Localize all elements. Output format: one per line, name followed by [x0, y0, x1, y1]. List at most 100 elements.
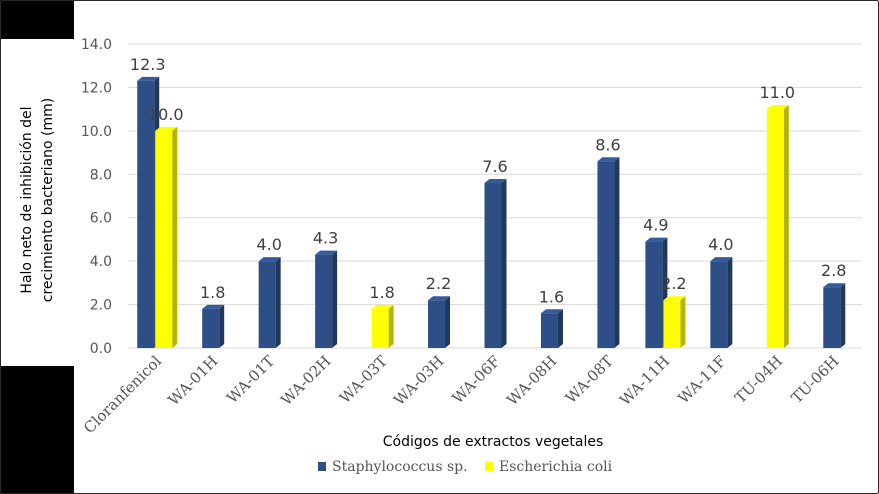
- bar-side: [172, 126, 178, 348]
- y-tick-label: 12.0: [81, 80, 112, 96]
- data-label: 8.6: [595, 135, 620, 154]
- bar-side: [783, 105, 789, 349]
- y-tick-label: 8.0: [90, 167, 112, 183]
- bar-staphylococcus-wa-08h: [540, 309, 563, 348]
- bar-top: [766, 105, 789, 110]
- category-label: WA-03H: [390, 352, 447, 409]
- category-label: WA-02H: [277, 352, 334, 409]
- data-label: 4.9: [643, 216, 668, 235]
- bar-top: [710, 257, 733, 262]
- bar-front: [645, 241, 663, 348]
- data-label: 1.8: [369, 283, 394, 302]
- bar-front: [766, 109, 784, 349]
- corner-block-top-left: [0, 0, 74, 39]
- data-label: 2.2: [661, 274, 686, 293]
- data-label: 4.0: [708, 235, 733, 254]
- y-axis-ticks: 0.0 2.0 4.0 6.0 8.0 10.0 12.0 14.0: [81, 37, 112, 357]
- bar-side: [557, 309, 563, 348]
- bar-side: [388, 304, 394, 348]
- bar-staphylococcus-wa-01h: [202, 304, 225, 348]
- data-label: 2.2: [426, 274, 451, 293]
- bar-side: [219, 304, 225, 348]
- data-label: 7.6: [482, 157, 507, 176]
- category-label: WA-01H: [164, 352, 221, 409]
- y-tick-label: 14.0: [81, 37, 112, 53]
- bar-escherichia-wa-11h: [663, 296, 686, 348]
- legend-label: Escherichia coli: [499, 459, 613, 475]
- bar-front: [823, 287, 841, 348]
- category-label: WA-03T: [336, 352, 391, 407]
- bar-side: [332, 250, 338, 348]
- bar-side: [614, 157, 620, 348]
- category-label: WA-01T: [223, 352, 278, 407]
- bar-top: [137, 76, 160, 81]
- bar-side: [501, 178, 507, 348]
- bar-top: [540, 309, 563, 314]
- bar-escherichia-cloranfenicol: [155, 126, 178, 348]
- bar-staphylococcus-wa-03h: [428, 296, 451, 348]
- legend-swatch: [318, 462, 326, 471]
- data-label: 11.0: [759, 83, 795, 102]
- bar-top: [484, 178, 507, 183]
- category-label: WA-11F: [674, 352, 729, 407]
- bar-staphylococcus-wa-02h: [315, 250, 338, 348]
- data-label: 12.3: [130, 55, 166, 74]
- bar-staphylococcus-wa-01t: [258, 257, 281, 348]
- y-tick-label: 0.0: [90, 341, 112, 357]
- bar-staphylococcus-wa-08t: [597, 157, 620, 348]
- bars: [137, 76, 846, 349]
- y-axis-title-line-1: Halo neto de inhibición del: [19, 106, 35, 293]
- y-axis-title: Halo neto de inhibición del crecimiento …: [19, 98, 56, 302]
- category-label: WA-11H: [616, 352, 673, 409]
- data-label: 10.0: [148, 105, 184, 124]
- y-tick-label: 2.0: [90, 298, 112, 314]
- legend-swatch: [485, 462, 493, 471]
- bar-staphylococcus-wa-11f: [710, 257, 733, 348]
- bar-front: [258, 261, 276, 348]
- category-label: TU-06H: [788, 352, 843, 407]
- bar-side: [275, 257, 281, 348]
- bar-top: [155, 126, 178, 131]
- bar-front: [540, 313, 558, 348]
- side-block-left-bottom: [0, 366, 74, 494]
- bar-front: [663, 300, 681, 348]
- data-label: 1.8: [200, 283, 225, 302]
- bar-front: [371, 308, 389, 348]
- data-label: 1.6: [539, 287, 564, 306]
- bar-front: [155, 130, 173, 348]
- bar-front: [137, 80, 155, 349]
- bar-top: [428, 296, 451, 301]
- bar-staphylococcus-tu-06h: [823, 283, 846, 348]
- bar-staphylococcus-wa-06f: [484, 178, 507, 348]
- x-axis-title: Códigos de extractos vegetales: [383, 434, 604, 450]
- y-tick-label: 10.0: [81, 124, 112, 140]
- bar-front: [597, 161, 615, 348]
- x-axis-category-labels: Cloranfenicol WA-01H WA-01T WA-02H WA-03T WA-…: [80, 352, 843, 437]
- bar-front: [202, 308, 220, 348]
- y-axis-title-line-2: crecimiento bacteriano (mm): [40, 98, 56, 302]
- data-labels: 12.3 10.0 1.8 4.0 4.3 1.8 2.2 7.6 1.6 8.6 4.9 2.2 4.…: [130, 55, 847, 306]
- bar-front: [484, 182, 502, 348]
- bar-front: [428, 300, 446, 348]
- bar-side: [445, 296, 451, 348]
- legend: Staphylococcus sp. Escherichia coli: [318, 459, 613, 475]
- bar-top: [663, 296, 686, 301]
- legend-label: Staphylococcus sp.: [332, 459, 468, 475]
- category-label: WA-06F: [449, 352, 504, 407]
- data-label: 4.0: [256, 235, 281, 254]
- bar-top: [315, 250, 338, 255]
- category-label: WA-08H: [503, 352, 560, 409]
- bar-escherichia-wa-03t: [371, 304, 394, 348]
- legend-item-staphylococcus: Staphylococcus sp.: [318, 459, 468, 475]
- y-tick-label: 4.0: [90, 254, 112, 270]
- data-label: 2.8: [821, 261, 846, 280]
- bar-top: [258, 257, 281, 262]
- category-label: TU-04H: [731, 352, 786, 407]
- category-label: WA-08T: [562, 352, 617, 407]
- bar-side: [840, 283, 846, 348]
- bar-escherichia-tu-04h: [766, 105, 789, 349]
- bar-top: [202, 304, 225, 309]
- legend-item-escherichia: Escherichia coli: [485, 459, 613, 475]
